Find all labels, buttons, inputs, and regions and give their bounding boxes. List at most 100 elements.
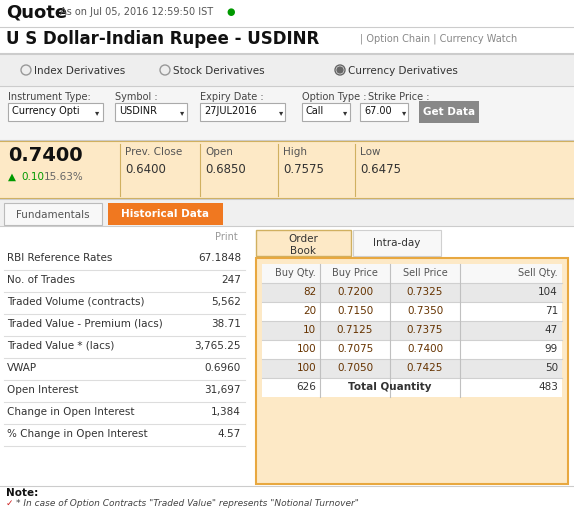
Text: 104: 104 <box>538 287 558 297</box>
Text: Currency Derivatives: Currency Derivatives <box>348 66 458 76</box>
Bar <box>262 264 562 283</box>
Text: Open: Open <box>205 147 233 157</box>
Text: 483: 483 <box>538 382 558 392</box>
Text: Traded Value * (lacs): Traded Value * (lacs) <box>7 341 114 351</box>
Bar <box>0 141 574 198</box>
Text: 82: 82 <box>302 287 316 297</box>
Text: Stock Derivatives: Stock Derivatives <box>173 66 265 76</box>
Text: 67.1848: 67.1848 <box>198 253 241 263</box>
Text: | Option Chain | Currency Watch: | Option Chain | Currency Watch <box>360 33 517 43</box>
Bar <box>0 227 574 500</box>
Text: 50: 50 <box>545 363 558 373</box>
Bar <box>419 101 479 123</box>
Text: Intra-day: Intra-day <box>373 238 421 248</box>
Text: % Change in Open Interest: % Change in Open Interest <box>7 429 148 439</box>
Text: Buy Qty.: Buy Qty. <box>276 268 316 278</box>
Text: Expiry Date :: Expiry Date : <box>200 92 263 102</box>
Text: Total Quantity: Total Quantity <box>348 382 432 392</box>
Circle shape <box>337 67 343 73</box>
Bar <box>108 203 223 225</box>
Text: Sell Price: Sell Price <box>402 268 447 278</box>
Bar <box>302 103 350 121</box>
Text: Instrument Type:: Instrument Type: <box>8 92 91 102</box>
Text: 100: 100 <box>296 344 316 354</box>
Bar <box>360 103 408 121</box>
Bar <box>262 283 562 302</box>
Text: 0.6400: 0.6400 <box>125 163 166 176</box>
Bar <box>115 103 187 121</box>
Text: Sell Qty.: Sell Qty. <box>518 268 558 278</box>
Text: Currency Opti: Currency Opti <box>12 106 80 116</box>
Text: 0.7150: 0.7150 <box>337 306 373 316</box>
Text: 0.7575: 0.7575 <box>283 163 324 176</box>
Text: 4.57: 4.57 <box>218 429 241 439</box>
Text: 31,697: 31,697 <box>204 385 241 395</box>
Text: 0.7425: 0.7425 <box>407 363 443 373</box>
Text: 0.7200: 0.7200 <box>337 287 373 297</box>
Text: Index Derivatives: Index Derivatives <box>34 66 125 76</box>
Text: 0.7400: 0.7400 <box>8 146 83 165</box>
Text: Low: Low <box>360 147 381 157</box>
Text: 3,765.25: 3,765.25 <box>195 341 241 351</box>
Text: 10: 10 <box>303 325 316 335</box>
Text: ▾: ▾ <box>343 108 347 117</box>
Bar <box>256 258 568 484</box>
Text: 0.7350: 0.7350 <box>407 306 443 316</box>
Text: 0.10: 0.10 <box>21 172 44 182</box>
Text: Quote: Quote <box>6 4 67 22</box>
Text: 0.6475: 0.6475 <box>360 163 401 176</box>
Text: Option Type :: Option Type : <box>302 92 367 102</box>
Text: 5,562: 5,562 <box>211 297 241 307</box>
Text: As on Jul 05, 2016 12:59:50 IST: As on Jul 05, 2016 12:59:50 IST <box>60 7 213 17</box>
Bar <box>353 230 441 256</box>
Text: 0.6960: 0.6960 <box>205 363 241 373</box>
Bar <box>262 378 562 397</box>
Text: RBI Reference Rates: RBI Reference Rates <box>7 253 113 263</box>
Text: 27JUL2016: 27JUL2016 <box>204 106 257 116</box>
Text: 247: 247 <box>221 275 241 285</box>
Text: ▲: ▲ <box>8 172 16 182</box>
Bar <box>0 199 574 227</box>
Text: No. of Trades: No. of Trades <box>7 275 75 285</box>
Text: High: High <box>283 147 307 157</box>
Text: 0.6850: 0.6850 <box>205 163 246 176</box>
Bar <box>0 87 574 140</box>
Text: 20: 20 <box>303 306 316 316</box>
Bar <box>262 359 562 378</box>
Text: 1,384: 1,384 <box>211 407 241 417</box>
Text: 100: 100 <box>296 363 316 373</box>
Text: Call: Call <box>306 106 324 116</box>
Text: ▾: ▾ <box>180 108 184 117</box>
Text: ✓: ✓ <box>6 499 14 508</box>
Bar <box>8 103 103 121</box>
Text: Get Data: Get Data <box>423 107 475 117</box>
Bar <box>262 340 562 359</box>
Bar <box>200 103 285 121</box>
Bar <box>256 230 351 256</box>
Text: Open Interest: Open Interest <box>7 385 79 395</box>
Text: Symbol :: Symbol : <box>115 92 158 102</box>
Text: ▾: ▾ <box>402 108 406 117</box>
Text: Note:: Note: <box>6 488 38 498</box>
Text: 47: 47 <box>545 325 558 335</box>
Text: 0.7050: 0.7050 <box>337 363 373 373</box>
Text: Traded Volume (contracts): Traded Volume (contracts) <box>7 297 145 307</box>
Text: ▾: ▾ <box>95 108 99 117</box>
Text: ●: ● <box>226 7 235 17</box>
Text: VWAP: VWAP <box>7 363 37 373</box>
Text: Strike Price :: Strike Price : <box>368 92 429 102</box>
Text: 15.63%: 15.63% <box>44 172 84 182</box>
Text: 626: 626 <box>296 382 316 392</box>
Text: 71: 71 <box>545 306 558 316</box>
Text: ▾: ▾ <box>279 108 283 117</box>
Text: Fundamentals: Fundamentals <box>16 210 90 220</box>
Bar <box>262 302 562 321</box>
Text: 99: 99 <box>545 344 558 354</box>
Text: Prev. Close: Prev. Close <box>125 147 183 157</box>
Text: * In case of Option Contracts "Traded Value" represents "Notional Turnover": * In case of Option Contracts "Traded Va… <box>16 499 359 508</box>
Text: 0.7375: 0.7375 <box>407 325 443 335</box>
Text: 38.71: 38.71 <box>211 319 241 329</box>
Bar <box>0 54 574 86</box>
Text: 0.7125: 0.7125 <box>337 325 373 335</box>
Text: 0.7400: 0.7400 <box>407 344 443 354</box>
